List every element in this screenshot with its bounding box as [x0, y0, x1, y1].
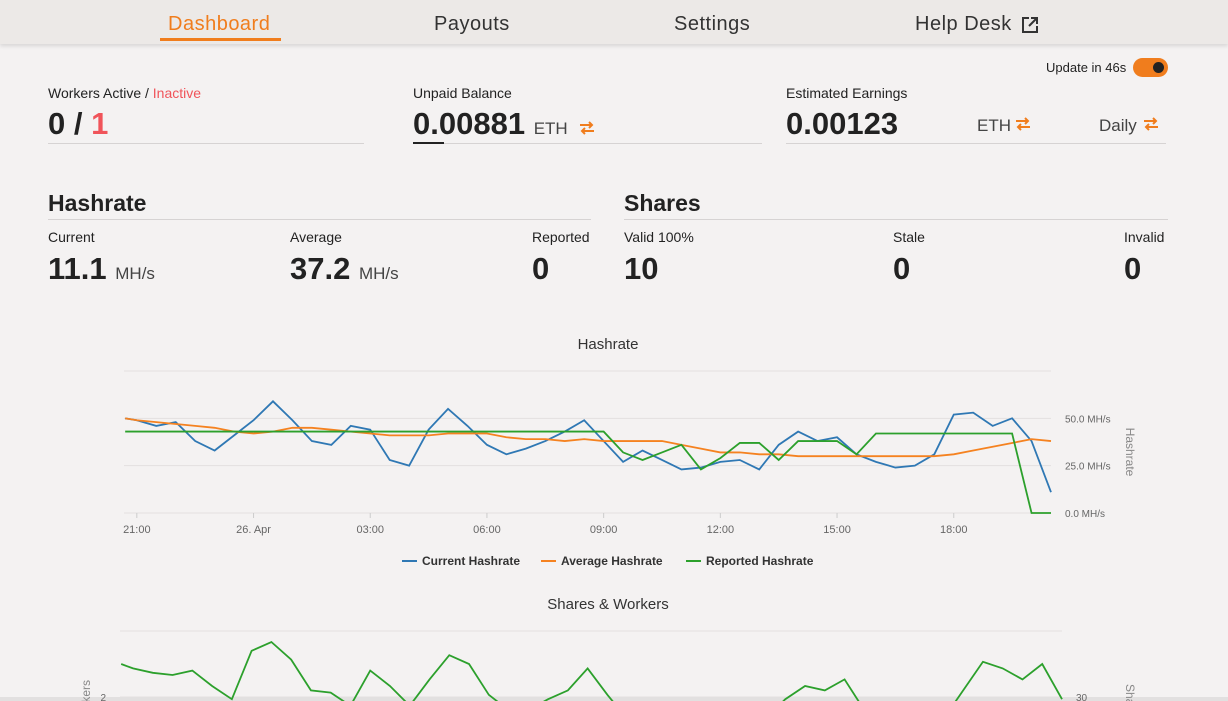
- legend-label: Reported Hashrate: [706, 554, 814, 568]
- swap-icon[interactable]: [1143, 116, 1159, 132]
- x-tick-label: 09:00: [590, 524, 618, 536]
- chart-title: Shares & Workers: [547, 596, 668, 613]
- nav-settings[interactable]: Settings: [674, 13, 751, 35]
- y-axis-title: Workers: [79, 680, 93, 701]
- rule-accent: [413, 142, 444, 144]
- stat-value: 37.2 MH/s: [290, 251, 399, 287]
- inactive: 1: [91, 106, 109, 141]
- x-tick-label: 12:00: [707, 524, 735, 536]
- y-tick-label: 0.0 MH/s: [1065, 509, 1105, 520]
- stat-label: Stale: [893, 229, 925, 245]
- unpaid-amount: 0.00881: [413, 106, 526, 141]
- stat-value: 11.1 MH/s: [48, 251, 155, 287]
- stat-value: 0: [532, 251, 550, 286]
- stat-value: 0: [1124, 251, 1142, 286]
- series-line: [125, 430, 1051, 514]
- x-tick-label: 15:00: [823, 524, 851, 536]
- rule: [48, 219, 591, 220]
- hashrate-title: Hashrate: [48, 190, 147, 216]
- stat-label: Average: [290, 229, 342, 245]
- active: 0: [48, 106, 66, 141]
- earnings-unit[interactable]: ETH: [977, 116, 1011, 135]
- rule: [48, 143, 364, 144]
- series-line: [125, 400, 1052, 493]
- unpaid-value: 0.00881 ETH: [413, 106, 568, 142]
- toggle[interactable]: [1133, 58, 1168, 77]
- x-tick-label: 21:00: [123, 524, 151, 536]
- legend-label: Average Hashrate: [561, 554, 663, 568]
- bottom-bar: [0, 697, 1228, 701]
- sep: /: [73, 106, 83, 141]
- swap-icon[interactable]: [579, 120, 595, 136]
- x-tick-label: 06:00: [473, 524, 501, 536]
- nav-underline: [160, 38, 281, 41]
- workers-active-label: Workers Active: [48, 85, 142, 101]
- y2-tick-label: 30: [1076, 693, 1088, 701]
- earnings-period[interactable]: Daily: [1099, 116, 1137, 135]
- earnings-label: Estimated Earnings: [786, 85, 908, 101]
- nav-dashboard[interactable]: Dashboard: [168, 13, 271, 35]
- stat-label: Invalid: [1124, 229, 1165, 245]
- stat-label: Valid 100%: [624, 229, 694, 245]
- nav-payouts[interactable]: Payouts: [434, 13, 510, 35]
- unit: MH/s: [358, 264, 399, 283]
- workers-label: Workers Active / Inactive: [48, 85, 201, 101]
- stat-value: 0: [893, 251, 911, 286]
- x-tick-label: 18:00: [940, 524, 968, 536]
- nav-helpdesk[interactable]: Help Desk: [915, 13, 1012, 35]
- workers-value: 0 / 1: [48, 106, 108, 142]
- x-tick-label: 03:00: [356, 524, 384, 536]
- y-tick-label: 2: [100, 693, 106, 701]
- rule: [786, 143, 1166, 144]
- value: 11.1: [48, 251, 107, 286]
- stat-value: 10: [624, 251, 659, 286]
- shares-title: Shares: [624, 190, 701, 216]
- stat-label: Current: [48, 229, 95, 245]
- toggle-label: Update in 46s: [1046, 60, 1127, 75]
- unpaid-unit[interactable]: ETH: [533, 119, 568, 138]
- legend-label: Current Hashrate: [422, 554, 520, 568]
- swap-icon[interactable]: [1015, 116, 1031, 132]
- inactive-label: Inactive: [152, 85, 202, 101]
- unpaid-label: Unpaid Balance: [413, 85, 512, 101]
- series-line: [120, 640, 1063, 701]
- sep: /: [145, 85, 149, 101]
- rule: [624, 219, 1168, 220]
- x-tick-label: 26. Apr: [236, 524, 271, 536]
- value: 37.2: [290, 251, 351, 286]
- chart-title: Hashrate: [578, 336, 639, 353]
- external-icon: [1022, 17, 1038, 33]
- rule: [413, 143, 762, 144]
- y-axis-title: Hashrate: [1123, 428, 1137, 477]
- y-tick-label: 50.0 MH/s: [1065, 414, 1111, 425]
- stat-label: Reported: [532, 229, 590, 245]
- y-tick-label: 25.0 MH/s: [1065, 462, 1111, 473]
- y2-axis-title: Shares: [1123, 684, 1137, 701]
- earnings-value: 0.00123: [786, 106, 899, 141]
- unit: MH/s: [115, 264, 155, 283]
